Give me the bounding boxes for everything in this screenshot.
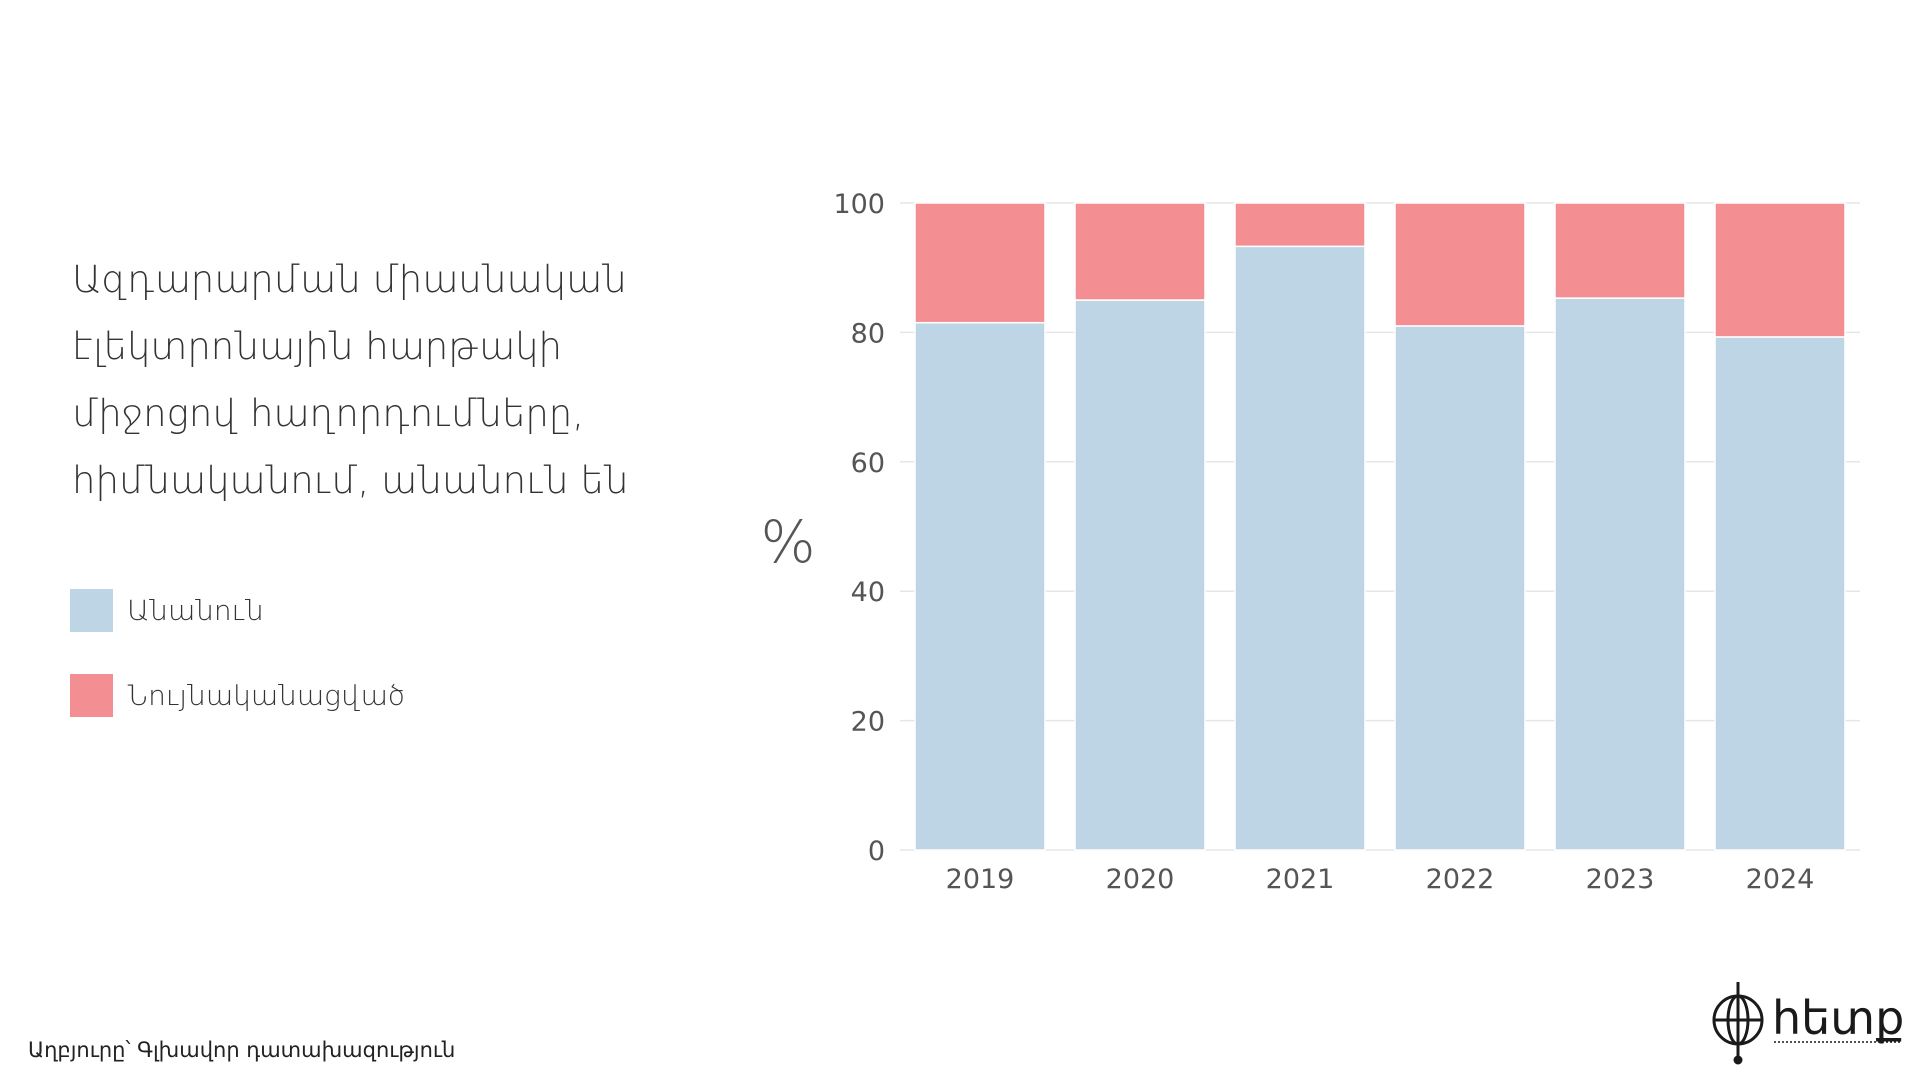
bar-segment-identified-2022 bbox=[1394, 202, 1526, 327]
x-tick-label: 2024 bbox=[1746, 864, 1815, 895]
bar-segment-anonymous-2021 bbox=[1234, 245, 1366, 851]
x-tick-labels: 2019 2020 2021 2022 2023 2024 bbox=[946, 864, 1815, 895]
bar-segment-identified-2024 bbox=[1714, 202, 1846, 338]
logo-wordmark: հետք bbox=[1772, 991, 1904, 1045]
legend-item-identified: Նույնականացված bbox=[70, 673, 406, 717]
legend-swatch-identified bbox=[70, 673, 113, 717]
legend: Անանուն Նույնականացված bbox=[70, 588, 406, 758]
bar-segment-anonymous-2022 bbox=[1394, 325, 1526, 851]
title-line: հիմնականում, անանուն են bbox=[72, 459, 629, 502]
y-tick-label: 20 bbox=[851, 707, 885, 738]
y-tick-label: 40 bbox=[851, 577, 885, 608]
title-line: Ազդարարման միասնական bbox=[72, 258, 627, 301]
bar-segment-anonymous-2019 bbox=[914, 321, 1046, 851]
x-tick-label: 2019 bbox=[946, 864, 1015, 895]
y-tick-label: 60 bbox=[851, 448, 885, 479]
y-tick-label: 0 bbox=[868, 836, 885, 867]
x-tick-label: 2023 bbox=[1586, 864, 1655, 895]
y-tick-labels: 0 20 40 60 80 100 bbox=[833, 189, 885, 867]
legend-label-identified: Նույնականացված bbox=[127, 678, 406, 712]
source-note: Աղբյուրը՝ Գլխավոր դատախազություն bbox=[28, 1038, 456, 1062]
bar-segment-identified-2021 bbox=[1234, 202, 1366, 248]
title-line: միջոցով հաղորդումները, bbox=[72, 392, 585, 435]
bar-segment-anonymous-2020 bbox=[1074, 299, 1206, 851]
bar-segment-identified-2020 bbox=[1074, 202, 1206, 301]
bar-segment-identified-2023 bbox=[1554, 202, 1686, 299]
globe-icon bbox=[1712, 982, 1764, 1065]
bar-segment-identified-2019 bbox=[914, 202, 1046, 324]
bar-segment-anonymous-2024 bbox=[1714, 336, 1846, 851]
chart-title: Ազդարարման միասնական էլեկտրոնային հարթակ… bbox=[72, 246, 712, 514]
stacked-bar-chart: 0 20 40 60 80 100 2019 2020 2021 2022 2023 2024 % bbox=[760, 189, 1860, 895]
y-tick-label: 100 bbox=[833, 189, 885, 220]
legend-swatch-anonymous bbox=[70, 588, 113, 632]
y-tick-label: 80 bbox=[851, 318, 885, 349]
bar-segment-anonymous-2023 bbox=[1554, 297, 1686, 851]
x-tick-label: 2021 bbox=[1266, 864, 1335, 895]
grid-lines bbox=[900, 202, 1860, 851]
legend-item-anonymous: Անանուն bbox=[70, 588, 406, 632]
y-axis-label: % bbox=[760, 508, 815, 576]
hetq-logo: հետք bbox=[1712, 982, 1904, 1065]
title-line: էլեկտրոնային հարթակի bbox=[72, 325, 562, 368]
legend-label-anonymous: Անանուն bbox=[127, 593, 264, 627]
bars bbox=[914, 202, 1846, 851]
x-tick-label: 2020 bbox=[1106, 864, 1175, 895]
x-tick-label: 2022 bbox=[1426, 864, 1495, 895]
